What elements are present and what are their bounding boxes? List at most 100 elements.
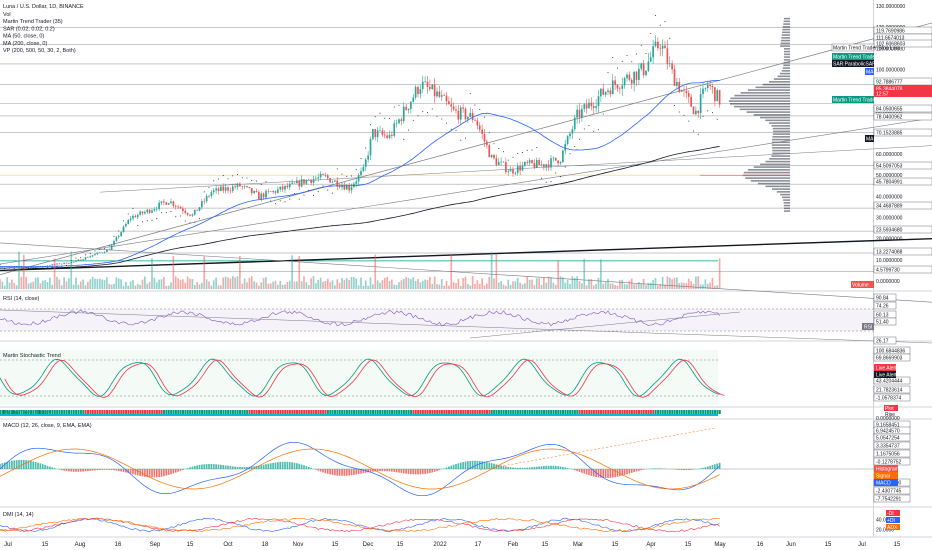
macd-histogram-bar [562,466,564,469]
macd-histogram-bar [201,464,203,469]
meter-bar [547,410,550,414]
dmi-line[interactable] [0,517,720,533]
vp-bar [780,72,790,75]
meter-bar [357,410,360,414]
macd-histogram-bar [331,469,334,475]
candle-body [412,97,415,102]
volume-bar [616,285,619,289]
long-trend-line[interactable] [0,237,932,272]
macd-line[interactable] [0,441,720,497]
candles [0,35,721,269]
macd-histogram-bar [338,469,341,476]
candle-body [239,183,241,187]
sar-dot [161,212,162,214]
vp-bar [733,105,790,108]
indicator-label[interactable]: VP (200, 500, 50, 30, 2, Both) [3,48,76,54]
stoch-d-line[interactable] [4,359,725,398]
candle-body [718,90,721,105]
meter-bar [212,410,215,414]
volume-bar [210,285,213,289]
sar-dot [465,137,466,139]
volume-bar [457,278,460,289]
macd-histogram-bar [552,465,555,469]
candle-body [348,185,350,191]
dmi-title[interactable]: DMI (14, 14) [3,512,34,518]
sar-dot [322,185,324,187]
macd-histogram-bar [39,463,42,469]
macd-histogram-bar [443,468,445,469]
stoch-title[interactable]: Martin Stochastic Trend [3,353,61,359]
support-trend-line[interactable] [99,145,932,193]
candle-body [402,106,405,122]
sar-dot [194,221,196,223]
mid-channel-line[interactable] [0,117,932,265]
volume-bar [407,278,410,289]
volume-bar [421,280,424,289]
macd-histogram-bar [581,469,583,473]
macd-trend-line[interactable] [479,427,716,471]
meter-bar [279,410,282,414]
symbol-title[interactable]: Luna / U.S. Dollar, 1D, BINANCE [3,4,84,10]
indicator-label[interactable]: MA (200, close, 0) [3,41,47,47]
indicator-label[interactable]: Martin Trend Trader (35) [3,19,63,25]
candle-body [690,96,692,107]
dmi-line[interactable] [0,517,720,533]
macd-histogram-bar [611,469,614,478]
macd-histogram-bar [291,462,293,469]
candle-body [293,182,296,184]
ma200-line[interactable] [0,146,720,269]
macd-signal-line[interactable] [0,448,720,490]
upper-channel-line[interactable] [0,22,932,275]
rsi-line[interactable] [0,309,720,327]
ma50-line[interactable] [0,79,720,268]
meter-bar [443,410,446,414]
dmi-line[interactable] [0,517,720,533]
meter-bar [614,410,617,414]
macd-level-text: 1.1675056 [876,452,900,458]
candle-body [286,185,289,188]
macd-title[interactable]: MACD (12, 26, close, 9, EMA, EMA) [3,423,92,429]
indicator-label[interactable]: Vol [3,12,11,18]
candle-body [296,180,298,184]
x-tick-label: 17 [475,542,482,548]
candle-body [60,263,63,265]
meter-bar [338,410,341,414]
macd-histogram-bar [357,469,360,475]
sar-dot [32,268,34,270]
indicator-label[interactable]: MA (50, close, 0) [3,34,44,40]
sar-dot [203,191,205,193]
candle-body [243,186,246,187]
volume-bar [388,281,391,289]
macd-histogram-bar [481,461,483,469]
sar-dot [612,56,614,58]
meter-bar [718,410,721,414]
volume-bar [630,278,633,289]
rsi-trend-line[interactable] [469,311,741,339]
macd-histogram-bar [676,469,678,470]
meter-bar [234,410,237,414]
indicator-label[interactable]: SAR (0.02, 0.02, 0.2) [3,26,55,32]
macd-histogram-bar [288,462,291,469]
meter-bar [502,410,505,414]
rsi-title[interactable]: RSI (14, close) [3,296,40,302]
macd-histogram-bar [680,469,683,471]
x-tick-label: 15 [685,542,692,548]
meter-bar [421,410,424,414]
meter-bar [464,410,467,414]
rsi-trend-line[interactable] [0,309,932,344]
candle-body [714,87,716,102]
volume-bar [595,284,597,289]
candle-body [334,180,336,182]
macd-histogram-bar [191,466,194,469]
descending-line[interactable] [0,242,932,303]
meter-bar [217,410,220,414]
meter-bar [336,410,339,414]
macd-histogram-bar [160,469,163,477]
candle-body [659,48,662,49]
stoch-k-line[interactable] [0,358,720,397]
sar-dot [289,198,291,200]
volume-bar [381,280,384,289]
macd-histogram-bar [296,463,298,469]
volume-bar [716,285,719,289]
meter-bar [471,410,474,414]
